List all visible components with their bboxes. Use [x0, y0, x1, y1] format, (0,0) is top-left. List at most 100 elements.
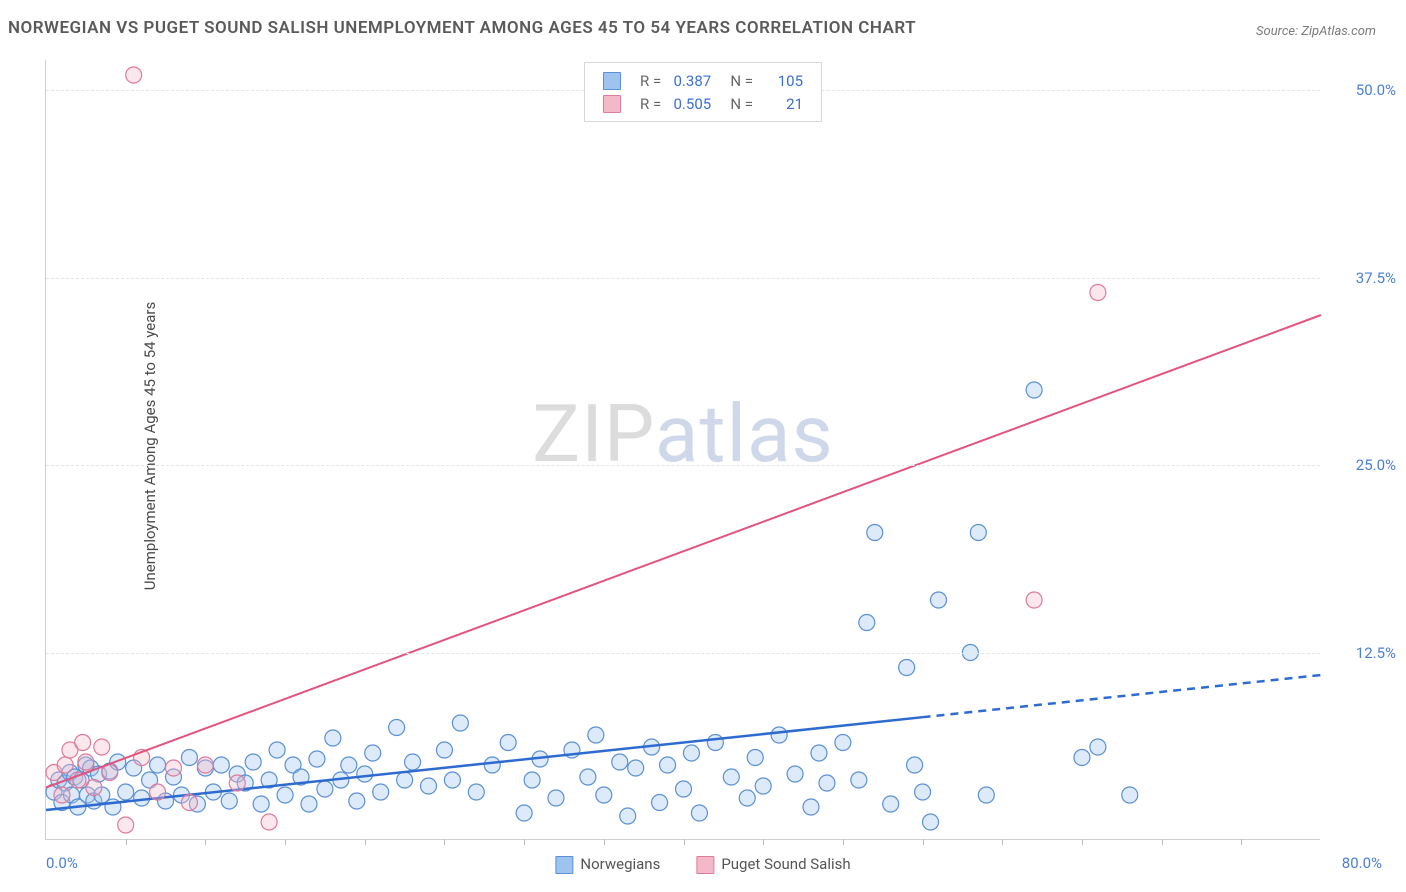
data-point [468, 784, 484, 800]
data-point [811, 745, 827, 761]
y-tick-label: 12.5% [1326, 644, 1396, 662]
legend-swatch [696, 856, 714, 874]
data-point [915, 784, 931, 800]
x-tick [1241, 839, 1242, 845]
data-point [883, 796, 899, 812]
stat-N-value: 105 [757, 69, 807, 92]
data-point [1074, 750, 1090, 766]
data-point [118, 817, 134, 833]
gridline [46, 653, 1320, 654]
data-point [261, 814, 277, 830]
data-point [931, 592, 947, 608]
data-point [221, 793, 237, 809]
stat-N-label: N = [715, 69, 757, 92]
data-point [787, 766, 803, 782]
x-tick [205, 839, 206, 845]
data-point [229, 775, 245, 791]
data-point [596, 787, 612, 803]
data-point [867, 525, 883, 541]
data-point [75, 735, 91, 751]
data-point [78, 754, 94, 770]
gridline [46, 278, 1320, 279]
stats-row: R = 0.387 N = 105 [599, 69, 807, 92]
data-point [588, 727, 604, 743]
data-point [516, 805, 532, 821]
data-point [835, 735, 851, 751]
data-point [859, 615, 875, 631]
data-point [405, 754, 421, 770]
data-point [341, 757, 357, 773]
data-point [389, 720, 405, 736]
data-point [181, 750, 197, 766]
data-point [628, 760, 644, 776]
source-attribution: Source: ZipAtlas.com [1256, 24, 1376, 39]
scatter-plot [46, 60, 1320, 839]
data-point [907, 757, 923, 773]
stat-R-value: 0.505 [665, 92, 715, 115]
y-tick-label: 37.5% [1326, 269, 1396, 287]
x-tick [763, 839, 764, 845]
data-point [620, 808, 636, 824]
data-point [739, 790, 755, 806]
data-point [301, 796, 317, 812]
data-point [755, 778, 771, 794]
legend-swatch [603, 72, 621, 90]
x-tick [1082, 839, 1083, 845]
legend-swatch [603, 95, 621, 113]
x-tick [684, 839, 685, 845]
data-point [683, 745, 699, 761]
chart-title: NORWEGIAN VS PUGET SOUND SALISH UNEMPLOY… [8, 18, 916, 38]
data-point [126, 67, 142, 83]
data-point [612, 754, 628, 770]
data-point [851, 772, 867, 788]
data-point [277, 787, 293, 803]
x-axis-max-label: 80.0% [1342, 854, 1382, 872]
stat-R-label: R = [636, 92, 665, 115]
data-point [1090, 739, 1106, 755]
y-tick-label: 50.0% [1326, 81, 1396, 99]
data-point [373, 784, 389, 800]
data-point [707, 735, 723, 751]
data-point [397, 772, 413, 788]
data-point [484, 757, 500, 773]
data-point [580, 769, 596, 785]
data-point [970, 525, 986, 541]
data-point [803, 799, 819, 815]
data-point [723, 769, 739, 785]
legend-item: Norwegians [555, 855, 660, 874]
x-tick [923, 839, 924, 845]
data-point [213, 757, 229, 773]
data-point [269, 742, 285, 758]
data-point [500, 735, 516, 751]
data-point [1026, 592, 1042, 608]
data-point [524, 772, 540, 788]
data-point [118, 784, 134, 800]
stat-N-value: 21 [757, 92, 807, 115]
stat-R-value: 0.387 [665, 69, 715, 92]
data-point [660, 757, 676, 773]
data-point [548, 790, 564, 806]
data-point [365, 745, 381, 761]
data-point [166, 760, 182, 776]
data-point [1090, 285, 1106, 301]
data-point [978, 787, 994, 803]
data-point [1122, 787, 1138, 803]
data-point [245, 754, 261, 770]
stats-legend: R = 0.387 N = 105R = 0.505 N = 21 [584, 62, 822, 122]
x-tick [444, 839, 445, 845]
data-point [923, 814, 939, 830]
y-tick-label: 25.0% [1326, 456, 1396, 474]
data-point [691, 805, 707, 821]
data-point [57, 757, 73, 773]
data-point [150, 784, 166, 800]
data-point [452, 715, 468, 731]
x-tick [126, 839, 127, 845]
data-point [253, 796, 269, 812]
trend-line [46, 315, 1321, 788]
x-tick [365, 839, 366, 845]
data-point [771, 727, 787, 743]
legend-label: Puget Sound Salish [721, 855, 850, 873]
data-point [436, 742, 452, 758]
x-axis-origin-label: 0.0% [46, 854, 78, 872]
data-point [819, 775, 835, 791]
